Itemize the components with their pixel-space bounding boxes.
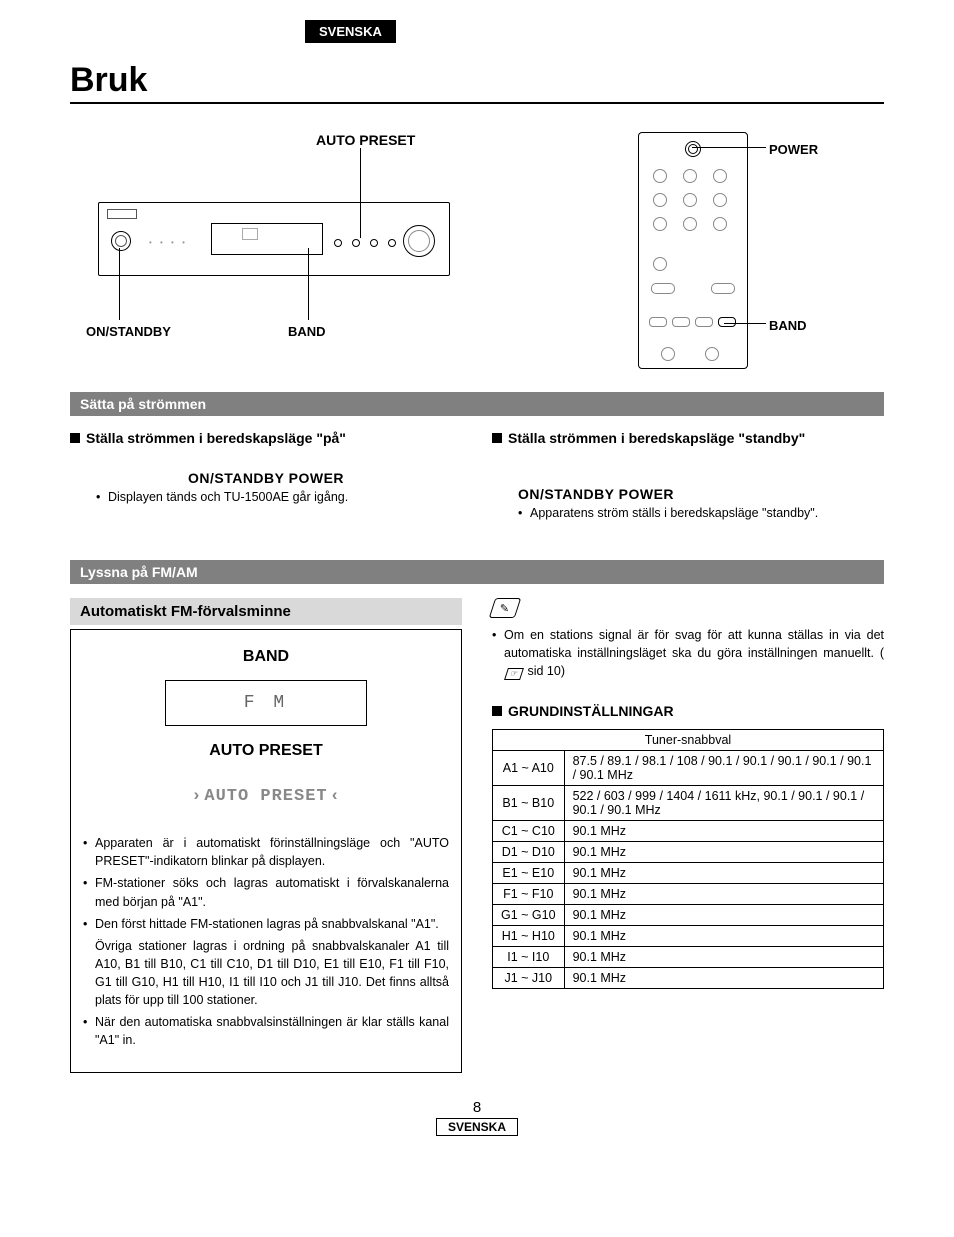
table-cell-value: 90.1 MHz <box>564 925 883 946</box>
note-bullet-list: Om en stations signal är för svag för at… <box>492 626 884 680</box>
defaults-heading: GRUNDINSTÄLLNINGAR <box>492 703 884 719</box>
table-cell-range: J1 ~ J10 <box>493 967 565 988</box>
device-logo <box>107 209 137 219</box>
diagram-row: AUTO PRESET • • • • ON/STANDBY <box>70 132 884 372</box>
table-cell-range: F1 ~ F10 <box>493 883 565 904</box>
table-header: Tuner-snabbval <box>493 729 884 750</box>
auto-preset-bullet: Apparaten är i automatiskt förinställnin… <box>83 834 449 870</box>
table-cell-value: 522 / 603 / 999 / 1404 / 1611 kHz, 90.1 … <box>564 785 883 820</box>
table-row: G1 ~ G1090.1 MHz <box>493 904 884 925</box>
power-on-bullets: Displayen tänds och TU-1500AE går igång. <box>96 488 462 506</box>
table-row: E1 ~ E1090.1 MHz <box>493 862 884 883</box>
table-cell-range: I1 ~ I10 <box>493 946 565 967</box>
page-ref-icon: ☞ <box>504 668 524 680</box>
auto-preset-bullets: Apparaten är i automatiskt förinställnin… <box>83 834 449 1049</box>
table-cell-value: 90.1 MHz <box>564 904 883 925</box>
lcd-fm: F M <box>165 680 367 726</box>
device-front-panel: • • • • <box>98 202 450 276</box>
auto-preset-bullet-cont: Övriga stationer lagras i ordning på sna… <box>83 937 449 1010</box>
auto-preset-bullet: När den automatiska snabbvalsinställning… <box>83 1013 449 1049</box>
remote-zero-button <box>653 257 667 271</box>
remote-pill-row-2 <box>649 317 736 327</box>
remote-band-button <box>718 317 736 327</box>
remote-control <box>638 132 748 369</box>
note-bullet: Om en stations signal är för svag för at… <box>492 626 884 680</box>
table-row: I1 ~ I1090.1 MHz <box>493 946 884 967</box>
remote-bottom-row <box>661 347 719 361</box>
table-cell-range: H1 ~ H10 <box>493 925 565 946</box>
power-on-heading: Ställa strömmen i beredskapsläge "på" <box>70 430 462 446</box>
table-cell-value: 90.1 MHz <box>564 883 883 904</box>
page-number: 8 <box>70 1099 884 1116</box>
pointer-line <box>724 323 766 324</box>
table-cell-value: 90.1 MHz <box>564 946 883 967</box>
power-standby-buttons: ON/STANDBY POWER <box>518 486 884 502</box>
auto-preset-bullet: FM-stationer söks och lagras automatiskt… <box>83 874 449 910</box>
page-title: Bruk <box>70 61 884 104</box>
table-cell-range: B1 ~ B10 <box>493 785 565 820</box>
listen-two-columns: Automatiskt FM-förvalsminne BAND F M AUT… <box>70 598 884 1072</box>
power-standby-column: Ställa strömmen i beredskapsläge "standb… <box>492 430 884 526</box>
table-cell-value: 87.5 / 89.1 / 98.1 / 108 / 90.1 / 90.1 /… <box>564 750 883 785</box>
table-row: B1 ~ B10522 / 603 / 999 / 1404 / 1611 kH… <box>493 785 884 820</box>
table-cell-range: C1 ~ C10 <box>493 820 565 841</box>
table-cell-value: 90.1 MHz <box>564 967 883 988</box>
step2-autopreset-label: AUTO PRESET <box>83 742 449 760</box>
table-cell-range: G1 ~ G10 <box>493 904 565 925</box>
section-bar-power: Sätta på strömmen <box>70 392 884 416</box>
auto-preset-bullet: Den först hittade FM-stationen lagras på… <box>83 915 449 933</box>
table-row: D1 ~ D1090.1 MHz <box>493 841 884 862</box>
power-on-bullet: Displayen tänds och TU-1500AE går igång. <box>96 488 462 506</box>
table-row: H1 ~ H1090.1 MHz <box>493 925 884 946</box>
device-tuning-knob <box>403 225 435 257</box>
pointer-line <box>692 147 766 148</box>
device-diagram: AUTO PRESET • • • • ON/STANDBY <box>70 132 470 357</box>
power-standby-heading: Ställa strömmen i beredskapsläge "standb… <box>492 430 884 446</box>
remote-number-grid <box>653 169 733 231</box>
on-standby-label: ON/STANDBY <box>86 324 171 339</box>
device-power-button <box>111 231 131 251</box>
table-row: F1 ~ F1090.1 MHz <box>493 883 884 904</box>
table-cell-range: A1 ~ A10 <box>493 750 565 785</box>
table-cell-range: D1 ~ D10 <box>493 841 565 862</box>
power-on-buttons: ON/STANDBY POWER <box>70 470 462 486</box>
remote-power-button <box>685 141 701 157</box>
pointer-line <box>119 248 120 320</box>
device-indicator-dots: • • • • <box>149 238 188 247</box>
auto-preset-sub-bar: Automatiskt FM-förvalsminne <box>70 598 462 625</box>
auto-preset-label: AUTO PRESET <box>316 132 415 148</box>
auto-preset-box: BAND F M AUTO PRESET AUTO PRESET Apparat… <box>70 629 462 1072</box>
lcd-autopreset: AUTO PRESET <box>166 774 366 818</box>
power-standby-bullets: Apparatens ström ställs i beredskapsläge… <box>518 504 884 522</box>
defaults-column: ✎ Om en stations signal är för svag för … <box>492 598 884 1072</box>
table-cell-value: 90.1 MHz <box>564 862 883 883</box>
remote-diagram: POWER BAND <box>624 132 884 372</box>
auto-preset-column: Automatiskt FM-förvalsminne BAND F M AUT… <box>70 598 462 1072</box>
note-icon-row: ✎ <box>492 598 884 618</box>
device-small-buttons <box>334 239 396 247</box>
power-two-columns: Ställa strömmen i beredskapsläge "på" ON… <box>70 430 884 526</box>
step1-band-label: BAND <box>83 648 449 666</box>
power-on-column: Ställa strömmen i beredskapsläge "på" ON… <box>70 430 462 526</box>
preset-table: Tuner-snabbval A1 ~ A1087.5 / 89.1 / 98.… <box>492 729 884 989</box>
section-bar-listen: Lyssna på FM/AM <box>70 560 884 584</box>
pencil-icon: ✎ <box>489 598 521 618</box>
table-cell-value: 90.1 MHz <box>564 820 883 841</box>
device-display-panel <box>211 223 323 255</box>
remote-pill-row-1 <box>651 283 735 294</box>
language-box-bottom: SVENSKA <box>436 1118 518 1136</box>
power-standby-bullet: Apparatens ström ställs i beredskapsläge… <box>518 504 884 522</box>
table-row: C1 ~ C1090.1 MHz <box>493 820 884 841</box>
pointer-line <box>308 248 309 320</box>
table-row: A1 ~ A1087.5 / 89.1 / 98.1 / 108 / 90.1 … <box>493 750 884 785</box>
band-label-right: BAND <box>769 318 807 333</box>
language-tab-top: SVENSKA <box>305 20 396 43</box>
table-cell-range: E1 ~ E10 <box>493 862 565 883</box>
table-row: J1 ~ J1090.1 MHz <box>493 967 884 988</box>
band-label-left: BAND <box>288 324 326 339</box>
power-label-right: POWER <box>769 142 818 157</box>
table-cell-value: 90.1 MHz <box>564 841 883 862</box>
